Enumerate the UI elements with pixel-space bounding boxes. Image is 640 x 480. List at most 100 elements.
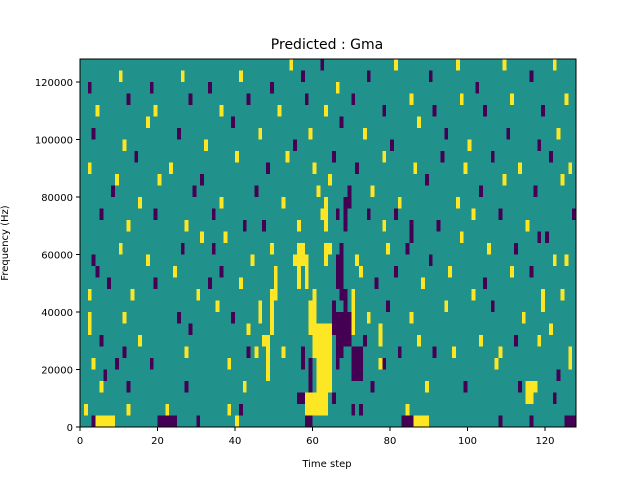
- heatmap-cell: [359, 266, 363, 278]
- heatmap-cell: [219, 197, 224, 209]
- heatmap-cell: [413, 415, 418, 427]
- heatmap-cell: [343, 197, 348, 232]
- heatmap-cell: [452, 346, 456, 358]
- heatmap-cell: [211, 243, 216, 255]
- heatmap-cell: [548, 323, 553, 335]
- heatmap-cell: [188, 93, 193, 105]
- heatmap-cell: [207, 277, 212, 289]
- heatmap-cell: [297, 392, 301, 404]
- heatmap-cell: [459, 231, 464, 243]
- plot-area: [79, 58, 577, 428]
- heatmap-cell: [107, 415, 111, 427]
- heatmap-cell: [479, 335, 483, 347]
- heatmap-cell: [393, 59, 398, 71]
- heatmap-cell: [510, 266, 514, 278]
- heatmap-cell: [95, 266, 100, 278]
- heatmap-cell: [269, 243, 274, 255]
- heatmap-cell: [266, 162, 270, 174]
- heatmap-cell: [87, 289, 92, 301]
- heatmap-cell: [238, 404, 243, 416]
- heatmap-cell: [355, 254, 359, 266]
- heatmap-cell: [227, 358, 232, 370]
- heatmap-cell: [498, 208, 503, 220]
- heatmap-cell: [382, 220, 387, 232]
- heatmap-cell: [308, 300, 313, 335]
- y-axis: 0 20000 40000 60000 80000 100000 120000: [35, 78, 80, 434]
- heatmap-cell: [514, 335, 518, 347]
- heatmap-cell: [424, 381, 429, 393]
- heatmap-cell: [281, 197, 286, 209]
- heatmap-cell: [266, 335, 270, 381]
- heatmap-cell: [335, 254, 340, 289]
- heatmap-cell: [223, 231, 228, 243]
- heatmap-cell: [188, 323, 193, 335]
- heatmap-cell: [324, 197, 328, 232]
- heatmap-cell: [378, 323, 383, 347]
- heatmap-cell: [370, 381, 375, 393]
- heatmap-cell: [529, 381, 534, 404]
- heatmap-cell: [401, 415, 406, 427]
- heatmap-cell: [161, 415, 166, 427]
- heatmap-cell: [165, 415, 170, 427]
- heatmap-cell: [351, 404, 356, 416]
- heatmap-cell: [444, 128, 449, 140]
- heatmap-cell: [99, 208, 104, 220]
- y-tick-label: 40000: [41, 308, 73, 319]
- heatmap-cell: [483, 105, 487, 117]
- heatmap-cell: [238, 70, 243, 82]
- heatmap-cell: [455, 197, 460, 209]
- x-tick-label: 80: [384, 436, 397, 447]
- heatmap-cell: [490, 151, 495, 163]
- heatmap-cell: [347, 185, 352, 209]
- heatmap-cell: [184, 381, 189, 393]
- heatmap-cell: [91, 254, 96, 266]
- heatmap-cell: [560, 174, 565, 186]
- heatmap-cell: [483, 277, 487, 289]
- heatmap-cell: [421, 415, 425, 427]
- heatmap-cell: [517, 162, 522, 174]
- heatmap-cell: [572, 415, 576, 427]
- heatmap-cell: [258, 300, 263, 324]
- heatmap-cell: [91, 415, 96, 427]
- heatmap-cell: [331, 300, 336, 335]
- heatmap-cell: [421, 277, 425, 289]
- heatmap-cell: [308, 415, 313, 427]
- heatmap-cell: [293, 254, 297, 266]
- heatmap-cell: [138, 335, 142, 347]
- heatmap-cell: [525, 381, 530, 404]
- heatmap-cell: [316, 185, 321, 197]
- heatmap-cell: [568, 415, 573, 427]
- heatmap-cell: [548, 151, 553, 163]
- heatmap-cell: [242, 381, 247, 393]
- heatmap-cell: [362, 128, 367, 140]
- heatmap-cell: [126, 220, 131, 232]
- heatmap-cell: [304, 415, 309, 427]
- heatmap-cell: [235, 151, 239, 163]
- heatmap-cell: [413, 162, 418, 174]
- heatmap-cell: [409, 312, 414, 324]
- heatmap-cell: [335, 312, 340, 370]
- heatmap-cell: [157, 415, 162, 427]
- heatmap-cell: [254, 346, 259, 358]
- heatmap-cell: [331, 151, 336, 163]
- heatmap-cell: [521, 312, 526, 324]
- heatmap-cell: [258, 128, 263, 140]
- heatmap-cell: [393, 208, 398, 220]
- heatmap-cell: [490, 300, 495, 312]
- heatmap-cell: [165, 404, 170, 416]
- x-tick-label: 0: [77, 436, 83, 447]
- heatmap-cell: [541, 289, 545, 312]
- heatmap-cell: [300, 70, 305, 82]
- plot-frame: [79, 58, 577, 428]
- heatmap-cell: [289, 59, 294, 71]
- heatmap-cell: [556, 128, 561, 140]
- heatmap-cell: [114, 174, 119, 186]
- heatmap-cell: [180, 70, 185, 82]
- heatmap-cell: [397, 197, 402, 209]
- heatmap-cell: [269, 289, 274, 335]
- chart-title: Predicted : Gma: [271, 37, 383, 53]
- heatmap-cell: [87, 82, 92, 94]
- heatmap-cell: [405, 415, 410, 427]
- heatmap-cell: [169, 415, 173, 427]
- heatmap-cell: [498, 415, 503, 427]
